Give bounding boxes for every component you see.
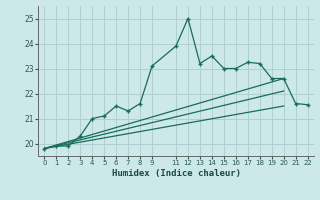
X-axis label: Humidex (Indice chaleur): Humidex (Indice chaleur) xyxy=(111,169,241,178)
